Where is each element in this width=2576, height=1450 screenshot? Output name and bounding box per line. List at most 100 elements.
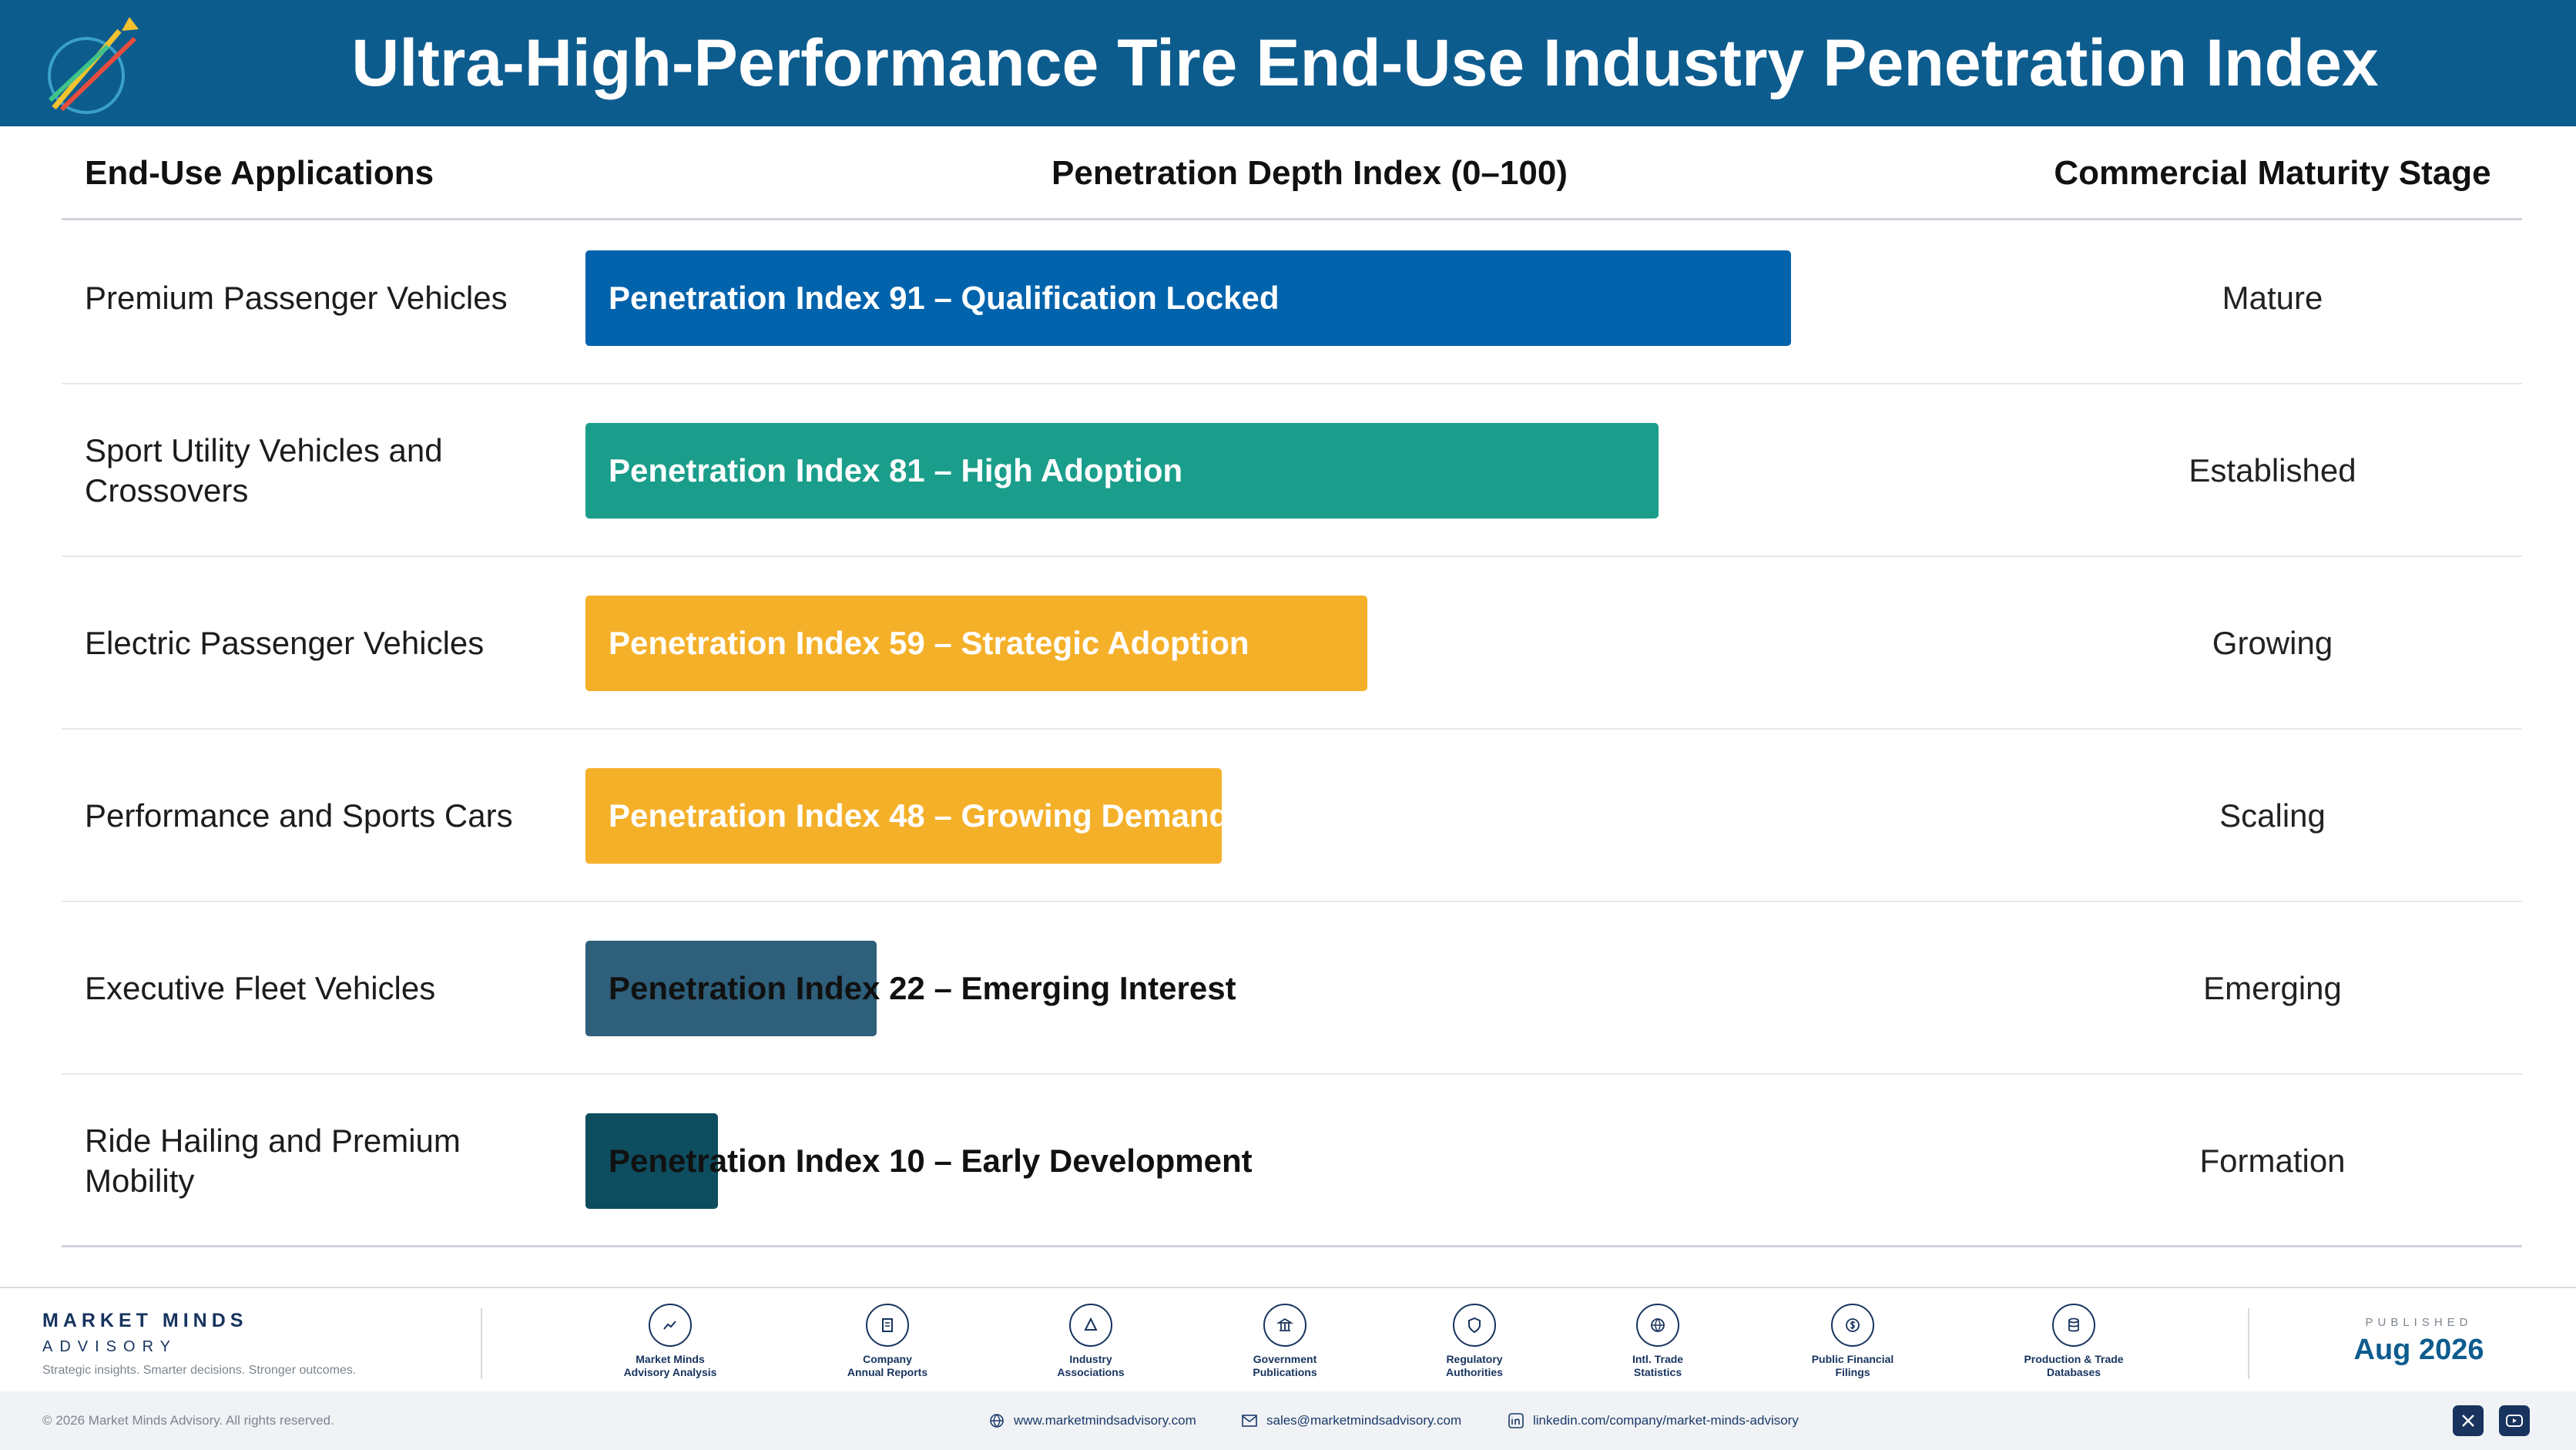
source-label: Production & Trade Databases [1981, 1353, 2166, 1379]
chart-row: Performance and Sports Cars Penetration I… [62, 730, 2522, 902]
source-icon-circle [1263, 1304, 1306, 1347]
email-link[interactable]: sales@marketmindsadvisory.com [1242, 1391, 1461, 1450]
footer-divider-right [2248, 1308, 2249, 1379]
row-divider [62, 383, 2522, 384]
application-label: Sport Utility Vehicles and Crossovers [85, 432, 443, 509]
source-label: Public Financial Filings [1760, 1353, 1945, 1379]
source-label-line2: Advisory Analysis [623, 1366, 717, 1378]
source-item: Industry Associations [998, 1304, 1183, 1379]
application-label: Executive Fleet Vehicles [85, 970, 436, 1006]
maturity-stage: Established [2189, 452, 2356, 488]
source-icon-circle [866, 1304, 909, 1347]
column-header-applications: End-Use Applications [85, 154, 434, 192]
source-icon-circle [1069, 1304, 1112, 1347]
logo [48, 17, 139, 114]
source-item: Market Minds Advisory Analysis [578, 1304, 763, 1379]
penetration-bar [585, 596, 1367, 691]
application-label: Premium Passenger Vehicles [85, 280, 508, 316]
brand-block: MARKET MINDS ADVISORY Strategic insights… [42, 1310, 356, 1378]
source-label: Government Publications [1192, 1353, 1377, 1379]
penetration-bar [585, 250, 1792, 346]
bar-data-label: Penetration Index 59 – Strategic Adoptio… [609, 625, 1249, 661]
application-label: Electric Passenger Vehicles [85, 625, 485, 661]
globe-icon [990, 1414, 1004, 1428]
x-social-button[interactable] [2453, 1405, 2484, 1436]
maturity-stage: Mature [2222, 280, 2323, 316]
source-item: Public Financial Filings [1760, 1304, 1945, 1379]
source-label-line2: Authorities [1446, 1366, 1503, 1378]
page-title: Ultra-High-Performance Tire End-Use Indu… [351, 25, 2379, 100]
source-label-line1: Company [863, 1353, 912, 1365]
linkedin-text: linkedin.com/company/market-minds-adviso… [1533, 1413, 1799, 1428]
brand-name: MARKET MINDS [42, 1310, 248, 1331]
penetration-bar [585, 1113, 718, 1209]
source-icon-circle [1636, 1304, 1679, 1347]
website-text: www.marketmindsadvisory.com [1014, 1413, 1196, 1428]
row-divider [62, 1073, 2522, 1075]
mail-icon [1242, 1415, 1257, 1427]
header-divider [62, 218, 2522, 220]
brand-tagline: Strategic insights. Smarter decisions. S… [42, 1364, 357, 1377]
source-label-line1: Regulatory [1446, 1353, 1503, 1365]
source-item: Intl. Trade Statistics [1565, 1304, 1750, 1379]
source-label: Market Minds Advisory Analysis [578, 1353, 763, 1379]
source-icon-circle [1453, 1304, 1496, 1347]
source-label-line1: Market Minds [636, 1353, 705, 1365]
column-header-stage: Commercial Maturity Stage [2054, 154, 2491, 192]
maturity-stage: Emerging [2203, 970, 2342, 1006]
bar-data-label: Penetration Index 22 – Emerging Interest [609, 970, 1236, 1006]
source-label: Industry Associations [998, 1353, 1183, 1379]
footer-divider-left [481, 1308, 482, 1379]
source-label: Company Annual Reports [795, 1353, 980, 1379]
row-divider [62, 555, 2522, 557]
chart-row: Sport Utility Vehicles and Crossovers Pen… [62, 384, 2522, 557]
published-date: Aug 2026 [2353, 1334, 2484, 1366]
network-icon [1084, 1317, 1098, 1331]
copyright: © 2026 Market Minds Advisory. All rights… [42, 1413, 334, 1428]
source-icon-circle [1831, 1304, 1874, 1347]
source-label-line2: Annual Reports [847, 1366, 928, 1378]
source-item: Regulatory Authorities [1382, 1304, 1567, 1379]
penetration-bar [585, 423, 1659, 519]
source-label-line1: Industry [1069, 1353, 1112, 1365]
maturity-stage: Formation [2199, 1143, 2346, 1179]
x-icon [2462, 1415, 2474, 1427]
maturity-stage: Growing [2212, 625, 2333, 661]
published-label: PUBLISHED [2365, 1316, 2473, 1329]
chart-row: Ride Hailing and Premium Mobility Penetra… [62, 1075, 2522, 1247]
source-label-line1: Government [1253, 1353, 1317, 1365]
header-banner: Ultra-High-Performance Tire End-Use Indu… [0, 0, 2576, 126]
row-divider [62, 901, 2522, 902]
website-link[interactable]: www.marketmindsadvisory.com [989, 1391, 1196, 1450]
source-label-line1: Production & Trade [2024, 1353, 2124, 1365]
source-label-line1: Intl. Trade [1632, 1353, 1684, 1365]
source-label-line1: Public Financial [1811, 1353, 1894, 1365]
shield-icon [1468, 1317, 1481, 1334]
table-bottom-rule [62, 1245, 2522, 1247]
bar-data-label: Penetration Index 81 – High Adoption [609, 452, 1183, 488]
linkedin-link[interactable]: linkedin.com/company/market-minds-adviso… [1508, 1391, 1799, 1450]
application-label: Performance and Sports Cars [85, 797, 513, 834]
source-item: Company Annual Reports [795, 1304, 980, 1379]
maturity-stage: Scaling [2219, 797, 2326, 834]
chart-row: Executive Fleet Vehicles Penetration Inde… [62, 902, 2522, 1075]
row-divider [62, 728, 2522, 730]
brand-sub: ADVISORY [42, 1338, 177, 1355]
youtube-social-button[interactable] [2499, 1405, 2530, 1436]
penetration-bar [585, 768, 1222, 864]
source-icon-circle [2052, 1304, 2095, 1347]
footer-divider [0, 1287, 2576, 1288]
source-item: Production & Trade Databases [1981, 1304, 2166, 1379]
source-label-line2: Databases [2046, 1366, 2101, 1378]
source-label: Regulatory Authorities [1382, 1353, 1567, 1379]
source-item: Government Publications [1192, 1304, 1377, 1379]
chart-row: Premium Passenger Vehicles Penetration In… [62, 212, 2522, 384]
bar-data-label: Penetration Index 10 – Early Development [609, 1143, 1253, 1179]
bar-data-label: Penetration Index 48 – Growing Demand [609, 797, 1229, 834]
bar-data-label: Penetration Index 91 – Qualification Loc… [609, 280, 1280, 316]
source-label: Intl. Trade Statistics [1565, 1353, 1750, 1379]
chart-row: Electric Passenger Vehicles Penetration I… [62, 557, 2522, 730]
source-label-line2: Publications [1253, 1366, 1317, 1378]
email-text: sales@marketmindsadvisory.com [1266, 1413, 1462, 1428]
column-header-index: Penetration Depth Index (0–100) [1052, 154, 1568, 192]
